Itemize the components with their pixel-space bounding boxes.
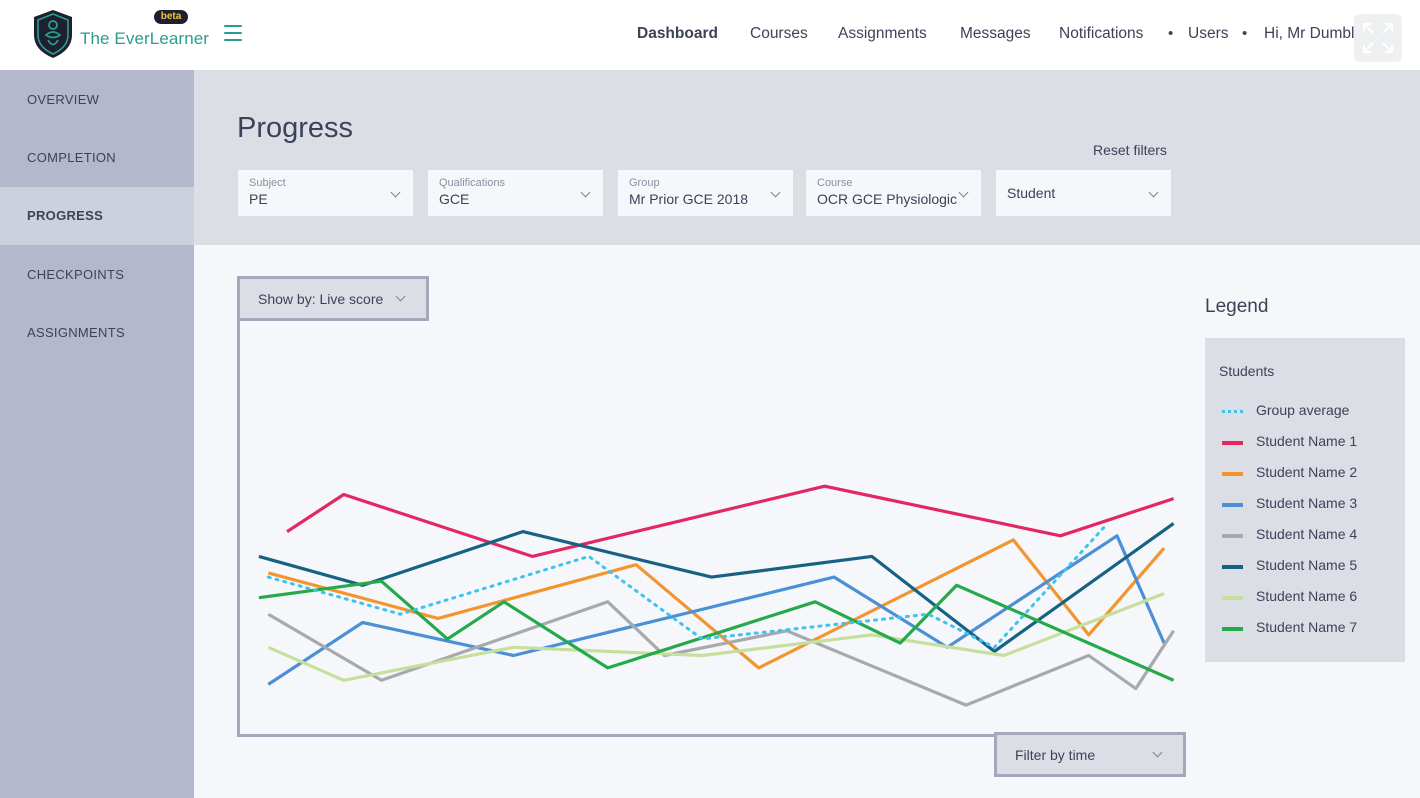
legend-swatch-icon [1222,410,1243,413]
series-line-student-name-2 [267,538,1166,670]
legend-label: Student Name 5 [1256,557,1358,573]
series-line-student-name-6 [267,592,1165,682]
qualifications-value: GCE [439,191,470,207]
reset-filters-link[interactable]: Reset filters [1093,142,1167,158]
sidebar-item-progress[interactable]: PROGRESS [0,187,194,245]
chevron-down-icon [1152,747,1163,758]
sidebar-item-completion[interactable]: COMPLETION [27,150,116,165]
filter-by-time-label: Filter by time [1015,747,1096,763]
nav-assignments[interactable]: Assignments [838,25,927,42]
legend-swatch-icon [1222,472,1243,476]
menu-icon[interactable] [224,25,242,41]
sidebar-item-overview[interactable]: OVERVIEW [27,92,100,107]
legend-label: Student Name 1 [1256,433,1358,449]
student-value: Student [1007,185,1056,201]
legend-swatch-icon [1222,596,1243,600]
legend-label: Student Name 7 [1256,619,1358,635]
nav-separator: • [1168,25,1174,42]
group-label: Group [629,177,660,189]
everlearner-logo-icon[interactable] [32,9,74,59]
sidebar-item-checkpoints[interactable]: CHECKPOINTS [27,267,125,282]
fullscreen-icon [1363,23,1393,53]
legend-swatch-icon [1222,627,1243,631]
nav-courses[interactable]: Courses [750,25,808,42]
series-line-group-average [266,521,1110,649]
group-select[interactable]: Group Mr Prior GCE 2018 [618,170,793,216]
course-select[interactable]: Course OCR GCE Physiological [806,170,981,216]
legend-swatch-icon [1222,441,1243,445]
series-line-student-name-7 [258,579,1175,682]
student-select[interactable]: Student [996,170,1171,216]
nav-messages[interactable]: Messages [960,25,1031,42]
progress-chart-frame [237,318,1186,737]
qualifications-select[interactable]: Qualifications GCE [428,170,603,216]
legend-label: Student Name 3 [1256,495,1358,511]
series-line-student-name-3 [267,534,1166,686]
legend-group-label: Students [1219,363,1275,379]
legend-swatch-icon [1222,503,1243,507]
subject-select[interactable]: Subject PE [238,170,413,216]
sidebar: OVERVIEW COMPLETION PROGRESS CHECKPOINTS… [0,70,194,798]
top-bar: The EverLearner beta Dashboard Courses A… [0,0,1420,70]
beta-badge: beta [154,10,188,24]
nav-notifications[interactable]: Notifications [1059,25,1144,42]
chevron-down-icon [395,291,406,302]
legend-label: Student Name 2 [1256,464,1358,480]
legend-swatch-icon [1222,565,1243,569]
legend-label: Student Name 6 [1256,588,1358,604]
nav-separator: • [1242,25,1248,42]
subject-label: Subject [249,177,286,189]
course-value: OCR GCE Physiological [817,191,957,207]
show-by-label: Show by: Live score [258,291,384,307]
show-by-dropdown[interactable]: Show by: Live score [237,276,429,321]
series-line-student-name-1 [286,484,1175,559]
legend-panel: Students Group average Student Name 1 Stud… [1205,338,1405,662]
subject-value: PE [249,191,268,207]
page-title: Progress [237,112,354,144]
nav-users[interactable]: Users [1188,25,1229,42]
legend-swatch-icon [1222,534,1243,538]
course-label: Course [817,177,853,189]
group-value: Mr Prior GCE 2018 [629,191,749,207]
filter-by-time-dropdown[interactable]: Filter by time [994,732,1186,777]
legend-title: Legend [1205,296,1269,317]
qualifications-label: Qualifications [439,177,506,189]
nav-dashboard[interactable]: Dashboard [637,25,718,42]
fullscreen-button[interactable] [1354,14,1402,62]
legend-label: Group average [1256,402,1350,418]
brand-name: The EverLearner [80,29,210,48]
sidebar-item-assignments[interactable]: ASSIGNMENTS [27,325,125,340]
legend-label: Student Name 4 [1256,526,1358,542]
